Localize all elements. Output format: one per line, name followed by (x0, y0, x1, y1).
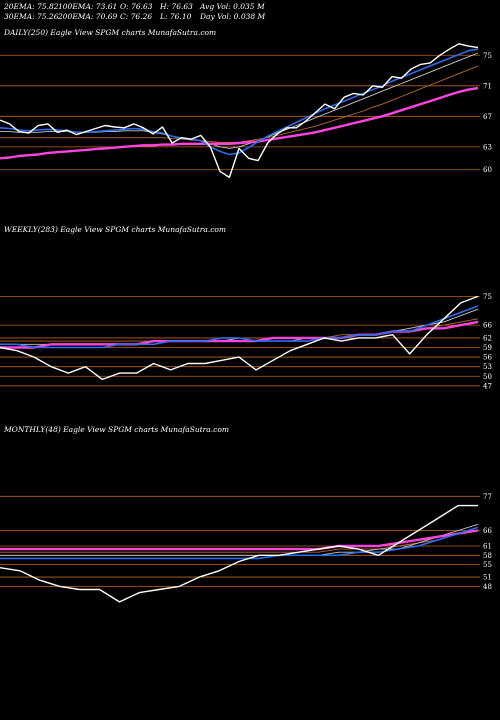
level-label: 62 (483, 334, 492, 342)
ema100-line (0, 530, 479, 553)
price-line (0, 43, 479, 179)
level-label: 47 (483, 382, 492, 390)
header-low: L: 76.10 (160, 12, 192, 21)
level-label: 56 (483, 354, 492, 362)
header-high: H: 76.63 (160, 2, 193, 11)
level-label: 66 (483, 527, 492, 535)
header-open: O: 76.63 (120, 2, 153, 11)
level-label: 66 (483, 322, 492, 330)
level-label: 59 (483, 344, 492, 352)
level-label: 48 (483, 583, 492, 591)
ema20-line (0, 48, 479, 156)
header-avg-vol: Avg Vol: 0.035 M (200, 2, 265, 11)
level-label: 55 (483, 561, 492, 569)
price-line (0, 504, 478, 603)
ema20-line (0, 305, 479, 349)
level-label: 63 (483, 143, 492, 151)
level-label: 77 (483, 493, 492, 501)
level-label: 50 (483, 373, 492, 381)
price-line (0, 295, 479, 381)
header-ema200: 200EMA: 70.69 (58, 12, 118, 21)
header-ema100: 100EMA: 73.61 (58, 2, 118, 11)
header-ema30: 30EMA: 75.26 (4, 12, 59, 21)
ema20-line (0, 526, 479, 560)
monthly-panel-title: MONTHLY(48) Eagle View SPGM charts Munaf… (4, 425, 229, 434)
level-label: 60 (483, 166, 492, 174)
header-day-vol: Day Vol: 0.038 M (200, 12, 266, 21)
level-label: 67 (483, 113, 492, 121)
level-label: 61 (483, 543, 492, 551)
weekly-panel-title: WEEKLY(283) Eagle View SPGM charts Munaf… (4, 225, 227, 234)
header-close: C: 76.26 (120, 12, 153, 21)
level-label: 75 (483, 293, 492, 301)
level-label: 53 (483, 363, 492, 371)
ema200-line (0, 86, 479, 160)
level-label: 51 (483, 574, 492, 582)
daily-panel-title: DAILY(250) Eagle View SPGM charts Munafa… (4, 28, 217, 37)
level-label: 75 (483, 52, 492, 60)
level-label: 71 (483, 82, 492, 90)
level-label: 58 (483, 552, 492, 560)
header-ema20: 20EMA: 75.82 (4, 2, 59, 11)
ema30-line (0, 523, 479, 556)
